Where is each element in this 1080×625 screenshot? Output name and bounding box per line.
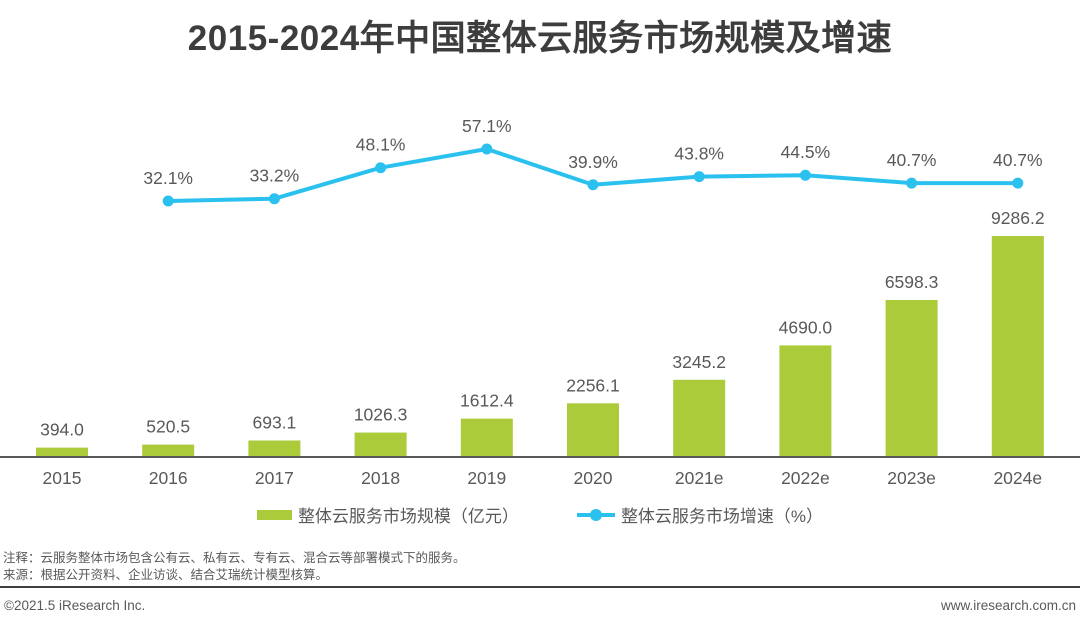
bar-value-label: 3245.2 <box>672 352 726 372</box>
line-value-label: 44.5% <box>781 142 831 162</box>
website-link: www.iresearch.com.cn <box>940 598 1076 613</box>
bar <box>885 299 938 457</box>
x-tick-label: 2020 <box>574 468 613 488</box>
bar-value-label: 4690.0 <box>779 317 833 337</box>
bar <box>779 345 832 457</box>
bar-value-label: 6598.3 <box>885 272 939 292</box>
bar-value-label: 520.5 <box>146 417 190 437</box>
line-value-label: 40.7% <box>993 150 1043 170</box>
footer-bar: ©2021.5 iResearch Inc. www.iresearch.com… <box>0 597 1080 615</box>
x-tick-label: 2022e <box>781 468 830 488</box>
page-title: 2015-2024年中国整体云服务市场规模及增速 <box>187 19 893 58</box>
x-tick-label: 2024e <box>993 468 1042 488</box>
line-value-label: 33.2% <box>250 166 300 186</box>
line-swatch-dot <box>589 508 602 521</box>
bar <box>354 432 407 457</box>
bar <box>248 440 301 457</box>
line-value-label: 40.7% <box>887 150 937 170</box>
footer-divider <box>0 586 1080 588</box>
legend-item-market-size: 整体云服务市场规模（亿元） <box>256 502 519 527</box>
line-value-label: 43.8% <box>674 144 724 164</box>
line-marker <box>693 171 705 183</box>
line-marker <box>587 179 599 191</box>
bar-series-swatch-icon <box>256 509 292 520</box>
bar-value-label: 2256.1 <box>566 375 620 395</box>
footnotes: 注释：云服务整体市场包含公有云、私有云、专有云、混合云等部署模式下的服务。 来源… <box>3 550 466 584</box>
line-value-label: 32.1% <box>143 168 193 188</box>
chart-svg: 394.0 2015 520.5 2016 693.1 2017 1026.3 2018 161… <box>0 116 1080 488</box>
bar-value-label: 1026.3 <box>354 405 408 425</box>
bar <box>460 418 513 457</box>
x-tick-label: 2023e <box>887 468 936 488</box>
chart-area: 394.0 2015 520.5 2016 693.1 2017 1026.3 2018 161… <box>0 95 1080 495</box>
legend-item-growth-rate: 整体云服务市场增速（%） <box>576 502 824 527</box>
x-tick-label: 2016 <box>149 468 188 488</box>
bar <box>991 236 1044 457</box>
note-definition: 注释：云服务整体市场包含公有云、私有云、专有云、混合云等部署模式下的服务。 <box>3 551 466 565</box>
legend-line-label: 整体云服务市场增速（%） <box>620 507 824 526</box>
line-value-label: 57.1% <box>462 116 512 136</box>
line-marker <box>1012 177 1024 189</box>
bar-value-label: 394.0 <box>40 420 84 440</box>
line-marker <box>481 143 493 155</box>
line-marker <box>162 195 174 207</box>
legend-bar-label: 整体云服务市场规模（亿元） <box>297 507 519 526</box>
x-tick-label: 2018 <box>361 468 400 488</box>
line-marker <box>375 162 387 174</box>
note-source: 来源：根据公开资料、企业访谈、结合艾瑞统计模型核算。 <box>3 568 329 582</box>
copyright-text: ©2021.5 iResearch Inc. <box>4 598 146 613</box>
bar <box>36 447 88 457</box>
bar-value-label: 9286.2 <box>991 208 1045 228</box>
x-tick-label: 2015 <box>43 468 82 488</box>
x-tick-label: 2019 <box>467 468 506 488</box>
line-value-label: 39.9% <box>568 152 618 172</box>
line-marker <box>799 169 811 181</box>
bar <box>673 379 726 457</box>
x-tick-label: 2021e <box>675 468 724 488</box>
line-marker <box>268 193 280 205</box>
chart-legend: 整体云服务市场规模（亿元） 整体云服务市场增速（%） <box>0 502 1080 527</box>
x-tick-label: 2017 <box>255 468 294 488</box>
line-marker <box>906 177 918 189</box>
bar <box>142 444 195 457</box>
line-series-swatch-icon <box>576 508 615 522</box>
line-value-label: 48.1% <box>356 135 406 155</box>
bar <box>567 403 619 457</box>
bar-value-label: 1612.4 <box>460 391 514 411</box>
bar-value-label: 693.1 <box>253 413 297 433</box>
